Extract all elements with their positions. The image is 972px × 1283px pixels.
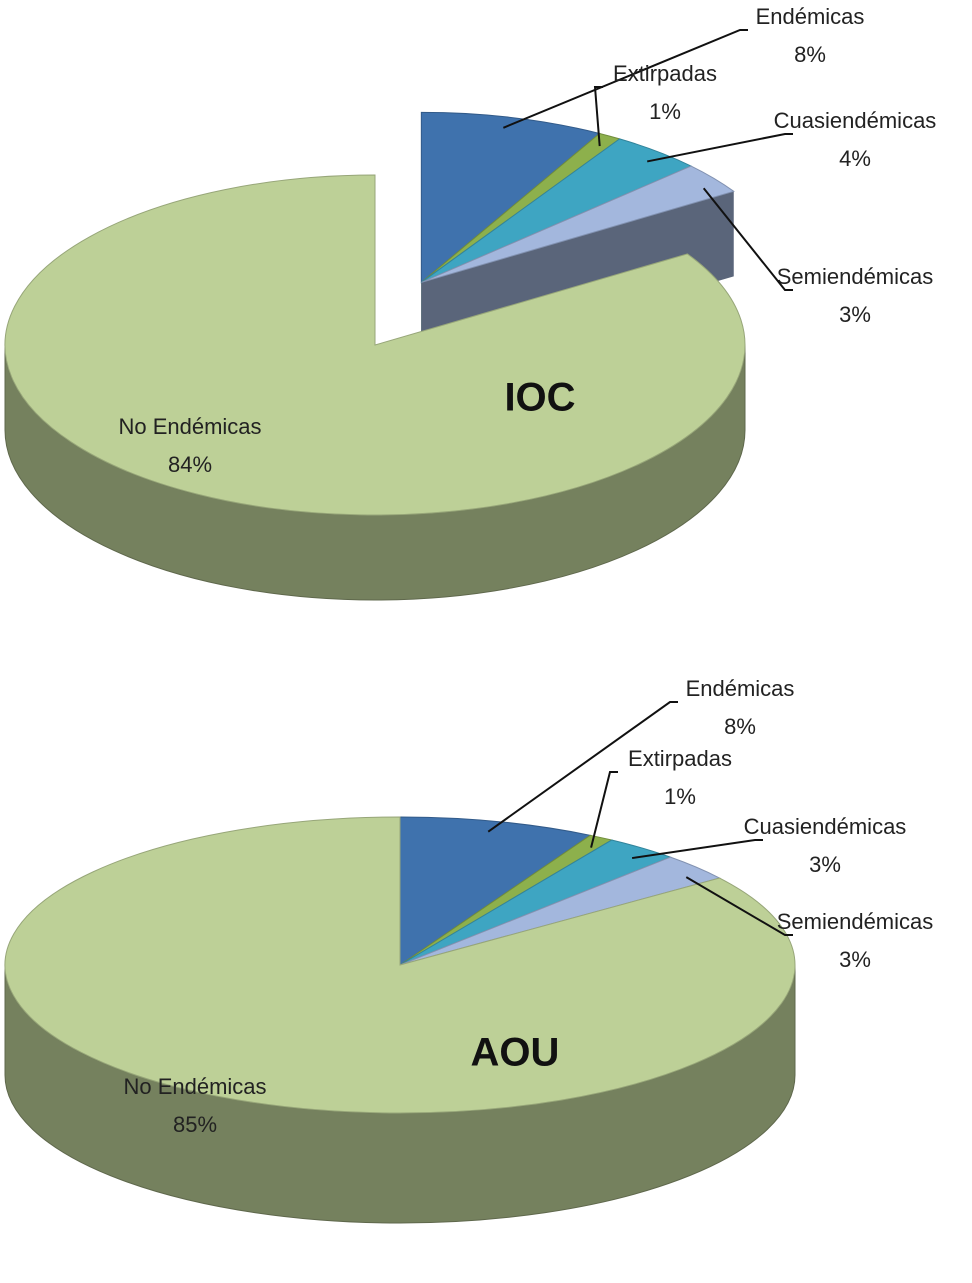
chart-title: IOC [504,376,575,420]
pie-tops [4,816,796,1114]
slice-label: Semiendémicas [777,264,934,289]
leader-line [646,133,793,163]
slice-label: Endémicas [756,4,865,29]
slice-value-label: 85% [173,1112,217,1137]
slice-value-label: 1% [664,784,696,809]
slice-label: Endémicas [686,676,795,701]
slice-value-label: 84% [168,452,212,477]
slice [4,816,796,1114]
leader-line [487,701,678,833]
slice-label: Cuasiendémicas [774,108,937,133]
slice-label: Semiendémicas [777,909,934,934]
slice-value-label: 3% [839,302,871,327]
slice [420,111,601,284]
chart-title: AOU [471,1031,560,1075]
slice-label: Extirpadas [613,61,717,86]
slice-label: No Endémicas [118,414,261,439]
slice-value-label: 3% [809,852,841,877]
leader-line [631,839,763,860]
slice [421,165,735,283]
leader-line [502,29,748,129]
leader-line [685,876,793,936]
slice-label: Cuasiendémicas [744,814,907,839]
slice-label: No Endémicas [123,1074,266,1099]
slice-value-label: 8% [794,42,826,67]
slice-value-label: 8% [724,714,756,739]
slice-label: Extirpadas [628,746,732,771]
slice [4,174,746,516]
pie-tops [4,111,746,516]
leader-line [702,187,793,291]
slice-value-label: 3% [839,947,871,972]
leader-line [590,771,618,848]
slice [399,816,592,966]
slice-value-label: 4% [839,146,871,171]
leader-line [593,86,603,147]
slice-value-label: 1% [649,99,681,124]
